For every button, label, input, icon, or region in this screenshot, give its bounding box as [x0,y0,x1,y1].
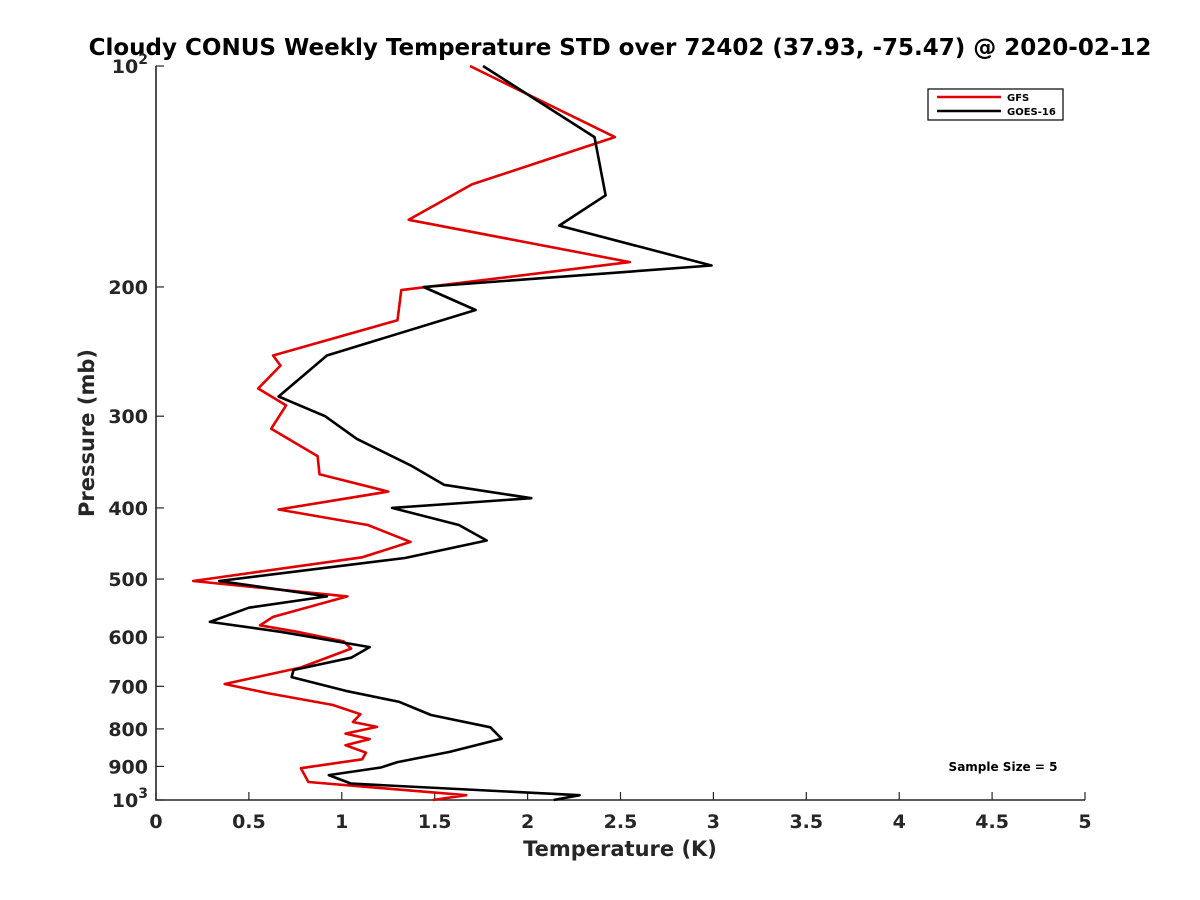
x-tick-label: 1 [335,811,348,833]
y-tick-label-base: 500 [108,569,148,591]
y-tick-label-exponent: 3 [138,786,148,802]
y-tick-label: 103 [112,786,148,812]
x-tick-label: 0 [149,811,162,833]
y-tick-label-base: 400 [108,498,148,520]
series-line-gfs [191,64,632,802]
y-tick-label-base: 200 [108,277,148,299]
x-tick-label: 5 [1078,811,1091,833]
legend-label-goes-16: GOES-16 [1007,107,1056,118]
x-tick-label: 3 [707,811,720,833]
y-tick-label-base: 900 [108,756,148,778]
legend-label-gfs: GFS [1007,93,1029,104]
plot-area [155,66,1085,801]
chart-title: Cloudy CONUS Weekly Temperature STD over… [89,35,1152,61]
y-tick-label-base: 700 [108,676,148,698]
x-tick-label: 2.5 [604,811,638,833]
y-tick-label: 500 [108,569,148,591]
sample-size-annotation: Sample Size = 5 [949,760,1058,774]
x-axis: 0 0.5 1 1.5 2 2.5 3 3.5 4 4.5 5 [149,792,1092,833]
y-tick-label: 400 [108,498,148,520]
x-tick-label: 3.5 [789,811,823,833]
y-tick-label-base: 600 [108,627,148,649]
x-tick-label: 2 [521,811,534,833]
y-tick-label: 600 [108,627,148,649]
x-tick-label: 1.5 [418,811,452,833]
y-tick-label: 700 [108,676,148,698]
y-tick-label-base: 10 [112,790,138,812]
y-tick-label-base: 800 [108,719,148,741]
series-line-goes-16 [208,64,713,802]
y-axis-label: Pressure (mb) [75,349,99,517]
series-layer [191,64,713,802]
legend-box [927,88,1064,121]
y-tick-label-exponent: 2 [138,52,148,68]
y-tick-label: 800 [108,719,148,741]
x-tick-label: 4 [893,811,906,833]
x-tick-label: 4.5 [975,811,1009,833]
x-axis-label: Temperature (K) [523,837,717,861]
y-tick-label: 102 [112,52,148,78]
y-tick-label-base: 300 [108,406,148,428]
x-tick-label: 0.5 [232,811,266,833]
y-tick-label: 900 [108,756,148,778]
y-tick-label: 200 [108,277,148,299]
y-tick-label-base: 10 [112,56,138,78]
y-tick-label: 300 [108,406,148,428]
legend: GFS GOES-16 [927,88,1064,121]
axis-box [155,66,1085,801]
